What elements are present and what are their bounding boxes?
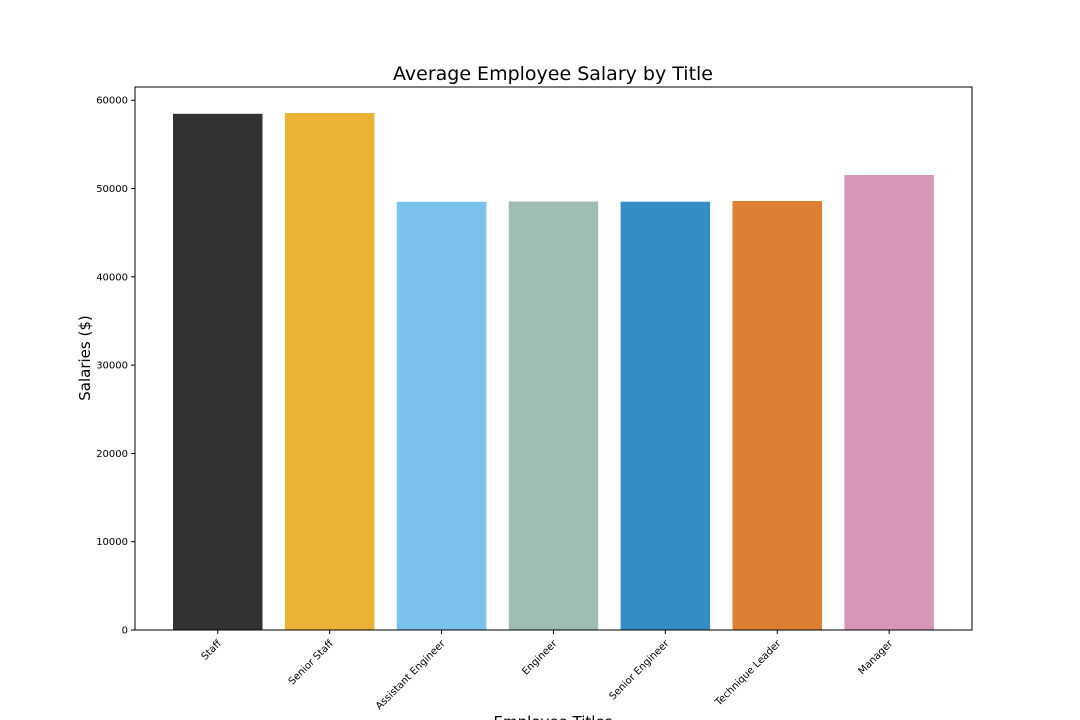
x-tick-label: Engineer xyxy=(520,638,560,678)
y-axis: 0 10000 20000 30000 40000 50000 60000 xyxy=(96,96,135,637)
bar-technique-leader xyxy=(732,201,822,630)
x-tick-label: Senior Staff xyxy=(287,638,337,688)
y-axis-title: Salaries ($) xyxy=(76,315,94,400)
bar-senior-engineer xyxy=(620,201,711,630)
bar-staff xyxy=(173,113,263,631)
plot-frame xyxy=(134,86,973,631)
x-tick-label: Technique Leader xyxy=(713,638,784,709)
y-tick-label: 10000 xyxy=(96,537,128,548)
x-axis-title: Employee Titles xyxy=(493,713,612,720)
y-tick-label: 60000 xyxy=(96,96,128,107)
bar-assistant-engineer xyxy=(396,201,487,631)
y-tick-label: 0 xyxy=(122,626,128,637)
y-tick-label: 30000 xyxy=(96,361,128,372)
x-tick-label: Staff xyxy=(200,638,225,663)
y-tick-label: 50000 xyxy=(96,184,128,195)
bar-engineer xyxy=(508,201,599,630)
bar-senior-staff xyxy=(284,113,375,630)
x-tick-label: Assistant Engineer xyxy=(374,638,448,712)
y-tick-label: 20000 xyxy=(96,449,128,460)
bars-group xyxy=(173,113,934,631)
x-tick-label: Manager xyxy=(856,638,895,677)
x-tick-label: Senior Engineer xyxy=(607,638,672,703)
chart-title: Average Employee Salary by Title xyxy=(393,63,713,85)
y-tick-label: 40000 xyxy=(96,272,128,283)
x-axis: Staff Senior Staff Assistant Engineer Engin… xyxy=(200,630,896,712)
bar-manager xyxy=(844,175,934,630)
